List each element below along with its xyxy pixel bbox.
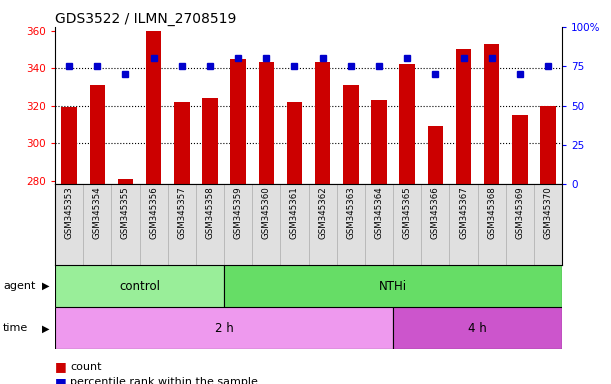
Bar [484, 44, 499, 184]
Text: GSM345367: GSM345367 [459, 187, 468, 240]
Bar [512, 115, 528, 184]
Bar [118, 179, 133, 184]
Text: control: control [119, 280, 160, 293]
Text: GSM345365: GSM345365 [403, 187, 412, 240]
Bar [337, 184, 365, 265]
Text: NTHi: NTHi [379, 280, 407, 293]
Text: GSM345364: GSM345364 [375, 187, 384, 240]
Bar [287, 102, 302, 184]
Bar [258, 63, 274, 184]
Bar [89, 85, 105, 184]
Bar [393, 307, 562, 349]
Text: GSM345363: GSM345363 [346, 187, 356, 240]
Text: GSM345361: GSM345361 [290, 187, 299, 240]
Bar [55, 184, 83, 265]
Text: ■: ■ [55, 360, 67, 373]
Text: GSM345356: GSM345356 [149, 187, 158, 240]
Text: GSM345370: GSM345370 [544, 187, 552, 240]
Text: count: count [70, 362, 102, 372]
Bar [174, 102, 189, 184]
Bar [146, 31, 161, 184]
Bar [280, 184, 309, 265]
Text: ■: ■ [55, 376, 67, 384]
Text: agent: agent [3, 281, 35, 291]
Bar [252, 184, 280, 265]
Text: 4 h: 4 h [468, 322, 487, 335]
Text: GSM345366: GSM345366 [431, 187, 440, 240]
Bar [421, 184, 450, 265]
Text: GSM345353: GSM345353 [65, 187, 73, 240]
Text: GSM345368: GSM345368 [487, 187, 496, 240]
Text: GSM345358: GSM345358 [205, 187, 214, 240]
Bar [55, 307, 393, 349]
Text: percentile rank within the sample: percentile rank within the sample [70, 377, 258, 384]
Bar [456, 50, 471, 184]
Bar [61, 108, 77, 184]
Bar [202, 98, 218, 184]
Text: ▶: ▶ [42, 281, 49, 291]
Bar [55, 265, 224, 307]
Text: 2 h: 2 h [214, 322, 233, 335]
Bar [309, 184, 337, 265]
Bar [224, 265, 562, 307]
Bar [167, 184, 196, 265]
Bar [450, 184, 478, 265]
Bar [315, 63, 331, 184]
Text: GSM345369: GSM345369 [515, 187, 524, 239]
Text: GSM345362: GSM345362 [318, 187, 327, 240]
Bar [428, 126, 443, 184]
Text: GSM345355: GSM345355 [121, 187, 130, 240]
Bar [230, 59, 246, 184]
Bar [196, 184, 224, 265]
Text: GSM345359: GSM345359 [233, 187, 243, 239]
Text: GSM345357: GSM345357 [177, 187, 186, 240]
Text: GDS3522 / ILMN_2708519: GDS3522 / ILMN_2708519 [55, 12, 236, 25]
Bar [224, 184, 252, 265]
Text: GSM345360: GSM345360 [262, 187, 271, 240]
Bar [83, 184, 111, 265]
Text: ▶: ▶ [42, 323, 49, 333]
Text: GSM345354: GSM345354 [93, 187, 102, 240]
Bar [393, 184, 421, 265]
Bar [478, 184, 506, 265]
Bar [139, 184, 167, 265]
Bar [365, 184, 393, 265]
Bar [534, 184, 562, 265]
Bar [111, 184, 139, 265]
Bar [506, 184, 534, 265]
Bar [400, 65, 415, 184]
Bar [371, 100, 387, 184]
Bar [343, 85, 359, 184]
Bar [540, 106, 556, 184]
Text: time: time [3, 323, 28, 333]
